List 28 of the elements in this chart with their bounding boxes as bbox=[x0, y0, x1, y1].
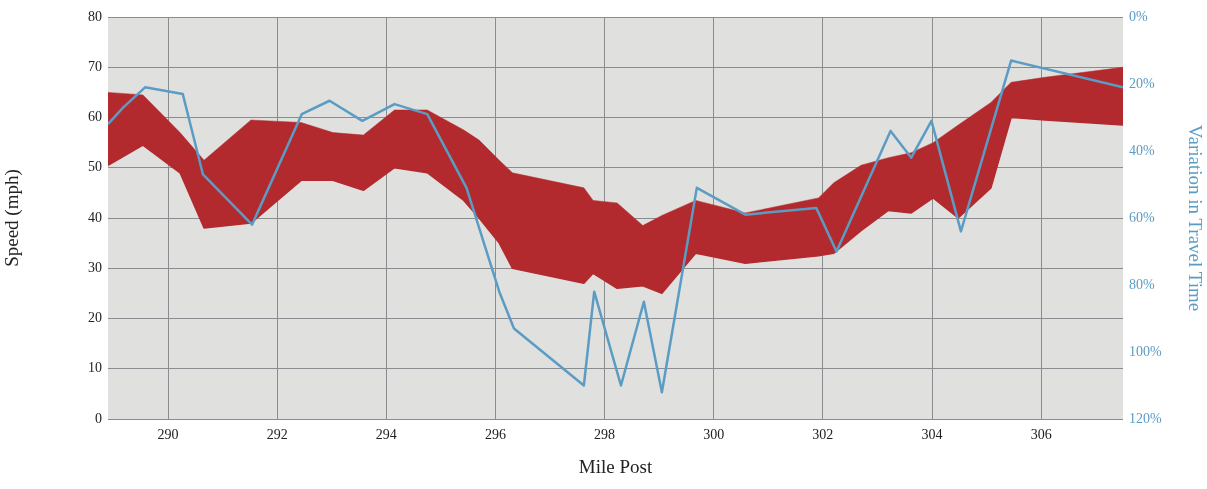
y2-tick-label: 40% bbox=[1129, 142, 1155, 158]
y-tick-label: 20 bbox=[88, 310, 102, 326]
y2-tick-label: 120% bbox=[1129, 410, 1162, 426]
x-tick-label: 292 bbox=[266, 427, 288, 443]
x-axis-title: Mile Post bbox=[578, 455, 653, 477]
y-tick-label: 40 bbox=[88, 209, 102, 225]
y-tick-label: 60 bbox=[88, 109, 102, 125]
y2-tick-label: 80% bbox=[1129, 276, 1155, 292]
y-tick-label: 10 bbox=[88, 360, 102, 376]
y-tick-label: 30 bbox=[88, 259, 102, 275]
y-tick-label: 0 bbox=[95, 410, 102, 426]
x-tick-label: 300 bbox=[703, 427, 725, 443]
y-tick-label: 70 bbox=[88, 58, 102, 74]
y-tick-label: 50 bbox=[88, 159, 102, 175]
y2-axis-title: Variation in Travel Time bbox=[1184, 124, 1206, 312]
x-tick-label: 290 bbox=[157, 427, 179, 443]
x-tick-label: 294 bbox=[375, 427, 397, 443]
x-tick-label: 296 bbox=[484, 427, 506, 443]
y2-tick-label: 20% bbox=[1129, 75, 1155, 91]
y2-tick-label: 0% bbox=[1129, 8, 1148, 24]
x-tick-label: 304 bbox=[921, 427, 943, 443]
x-tick-label: 302 bbox=[812, 427, 834, 443]
y2-tick-label: 60% bbox=[1129, 209, 1155, 225]
y-axis-title: Speed (mph) bbox=[1, 169, 24, 267]
x-tick-label: 306 bbox=[1030, 427, 1052, 443]
x-tick-label: 298 bbox=[594, 427, 616, 443]
y-tick-label: 80 bbox=[88, 8, 102, 24]
y2-tick-label: 100% bbox=[1129, 343, 1162, 359]
